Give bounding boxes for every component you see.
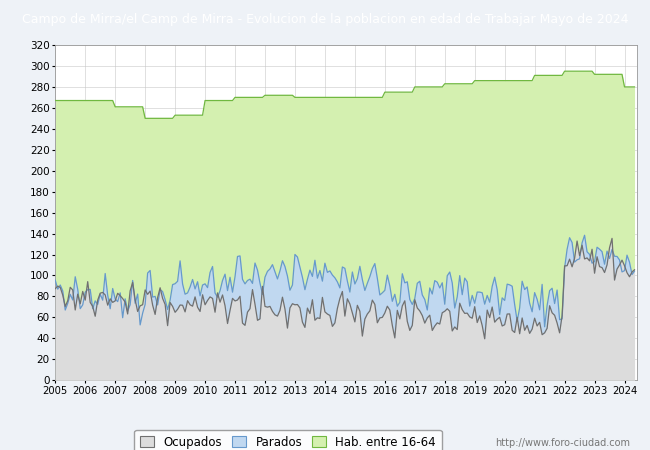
Legend: Ocupados, Parados, Hab. entre 16-64: Ocupados, Parados, Hab. entre 16-64 xyxy=(134,430,442,450)
Text: http://www.foro-ciudad.com: http://www.foro-ciudad.com xyxy=(495,438,630,448)
Text: Campo de Mirra/el Camp de Mirra - Evolucion de la poblacion en edad de Trabajar : Campo de Mirra/el Camp de Mirra - Evoluc… xyxy=(21,13,629,26)
